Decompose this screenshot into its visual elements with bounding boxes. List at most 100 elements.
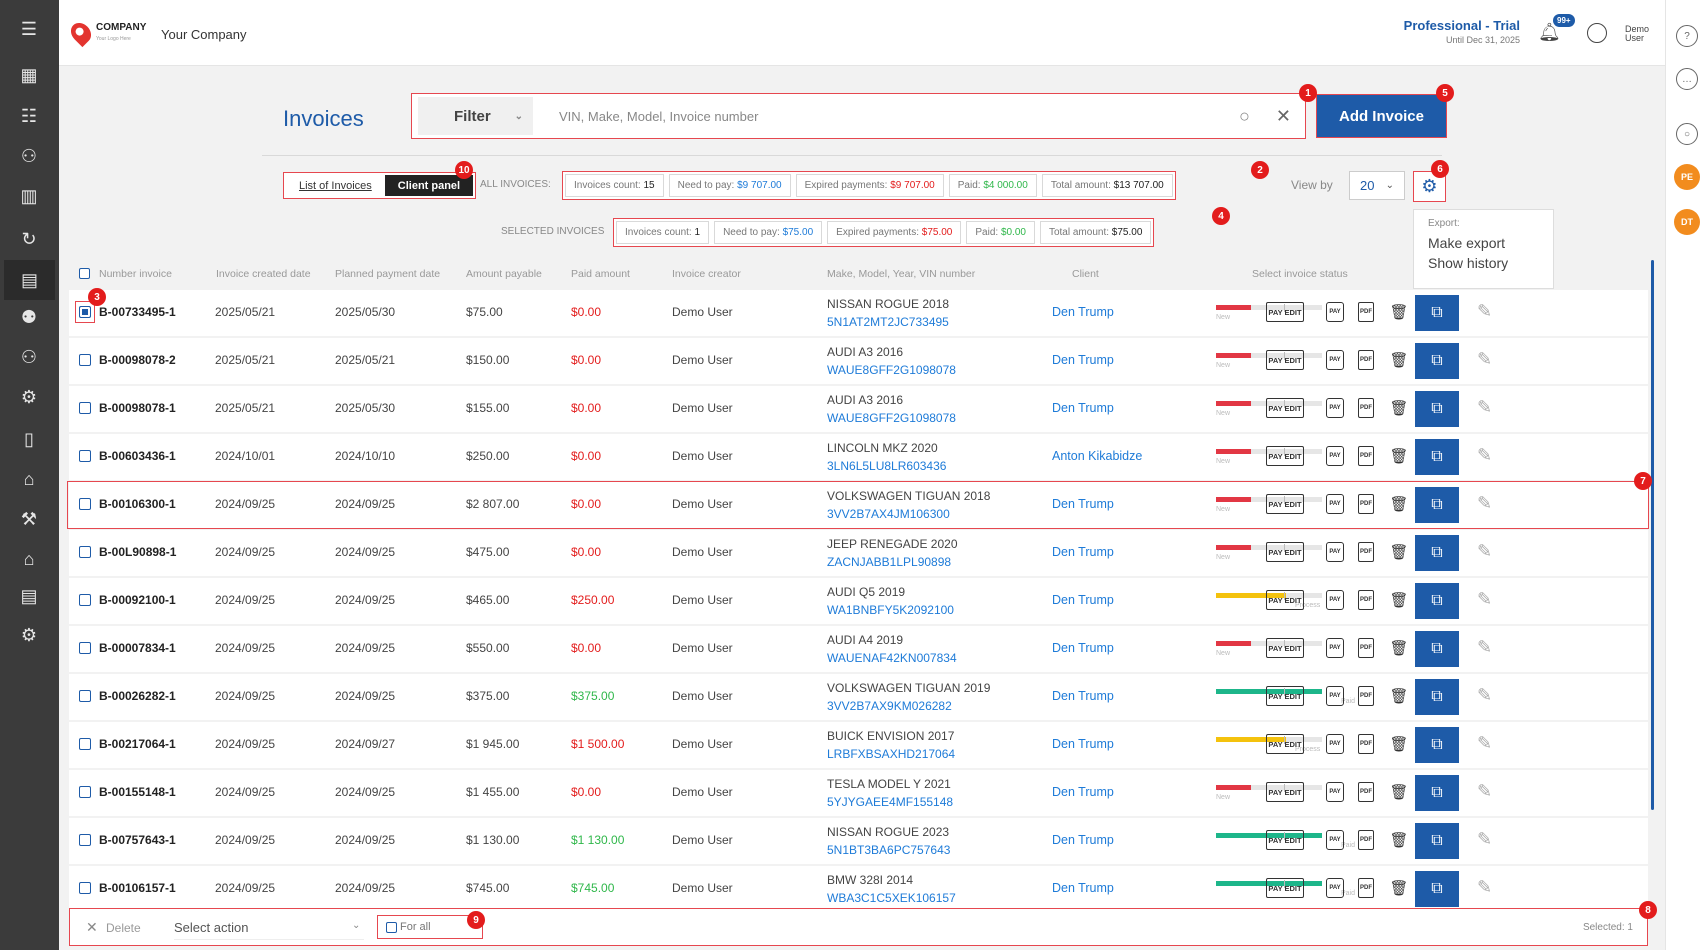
pay-edit-icon[interactable]: PAY EDIT: [1266, 446, 1304, 466]
open-invoice-button[interactable]: ⧉: [1415, 775, 1459, 811]
for-all-checkbox[interactable]: [386, 922, 397, 933]
pencil-icon[interactable]: ✎: [1477, 877, 1493, 897]
delete-button[interactable]: Delete: [106, 921, 141, 935]
pencil-icon[interactable]: ✎: [1477, 733, 1493, 753]
badge-pe[interactable]: PE: [1674, 164, 1700, 190]
page-size-select[interactable]: 20 ⌄: [1349, 171, 1405, 200]
row-checkbox[interactable]: [79, 450, 91, 462]
status-progress-bar[interactable]: [1216, 305, 1322, 310]
invoice-number[interactable]: B-00092100-1: [99, 593, 176, 607]
status-progress-bar[interactable]: [1216, 881, 1322, 886]
pay-icon[interactable]: PAY: [1326, 686, 1344, 706]
search-icon[interactable]: ○: [1239, 105, 1250, 126]
dashboard-icon[interactable]: ▦: [20, 64, 38, 85]
table-row[interactable]: B-00757643-1 2024/09/25 2024/09/25 $1 130.0…: [69, 818, 1648, 864]
list-icon[interactable]: ☷: [20, 105, 38, 126]
row-checkbox[interactable]: [79, 306, 91, 318]
client-link[interactable]: Den Trump: [1052, 305, 1114, 319]
pay-edit-icon[interactable]: PAY EDIT: [1266, 878, 1304, 898]
client-link[interactable]: Anton Kikabidze: [1052, 449, 1143, 463]
search-input[interactable]: VIN, Make, Model, Invoice number: [559, 108, 759, 124]
pdf-icon[interactable]: PDF: [1358, 638, 1374, 658]
open-invoice-button[interactable]: ⧉: [1415, 343, 1459, 379]
pay-icon[interactable]: PAY: [1326, 590, 1344, 610]
table-row[interactable]: B-00026282-1 2024/09/25 2024/09/25 $375.00 $…: [69, 674, 1648, 720]
trash-icon[interactable]: 🗑︎: [1389, 544, 1409, 561]
settings-icon[interactable]: ⚙: [20, 624, 38, 645]
client-link[interactable]: Den Trump: [1052, 737, 1114, 751]
menu-icon[interactable]: ☰: [20, 18, 38, 39]
open-invoice-button[interactable]: ⧉: [1415, 679, 1459, 715]
invoice-number[interactable]: B-00007834-1: [99, 641, 176, 655]
invoice-number[interactable]: B-00106300-1: [99, 497, 176, 511]
pay-edit-icon[interactable]: PAY EDIT: [1266, 590, 1304, 610]
client-link[interactable]: Den Trump: [1052, 641, 1114, 655]
client-link[interactable]: Den Trump: [1052, 353, 1114, 367]
help-icon[interactable]: ?: [1676, 25, 1698, 47]
plan-info[interactable]: Professional - Trial Until Dec 31, 2025: [1380, 18, 1520, 45]
pay-icon[interactable]: PAY: [1326, 494, 1344, 514]
factory-icon[interactable]: ⚒: [20, 508, 38, 529]
pdf-icon[interactable]: PDF: [1358, 542, 1374, 562]
row-checkbox[interactable]: [79, 354, 91, 366]
invoice-number[interactable]: B-00098078-1: [99, 401, 176, 415]
pdf-icon[interactable]: PDF: [1358, 782, 1374, 802]
user-name[interactable]: Demo User: [1625, 25, 1649, 43]
status-progress-bar[interactable]: [1216, 689, 1322, 694]
client-link[interactable]: Den Trump: [1052, 881, 1114, 895]
pdf-icon[interactable]: PDF: [1358, 878, 1374, 898]
table-row[interactable]: B-00098078-2 2025/05/21 2025/05/21 $150.00 $…: [69, 338, 1648, 384]
users-search-icon[interactable]: ⚇: [20, 145, 38, 166]
add-invoice-button[interactable]: Add Invoice: [1316, 94, 1447, 138]
open-invoice-button[interactable]: ⧉: [1415, 487, 1459, 523]
plan-title[interactable]: Professional - Trial: [1403, 18, 1520, 33]
client-link[interactable]: Den Trump: [1052, 785, 1114, 799]
badge-dt[interactable]: DT: [1674, 209, 1700, 235]
row-checkbox[interactable]: [79, 786, 91, 798]
pay-icon[interactable]: PAY: [1326, 734, 1344, 754]
trash-icon[interactable]: 🗑︎: [1389, 496, 1409, 513]
status-progress-bar[interactable]: [1216, 401, 1322, 406]
show-history-item[interactable]: Show history: [1428, 255, 1509, 271]
pencil-icon[interactable]: ✎: [1477, 637, 1493, 657]
building-icon[interactable]: ▥: [20, 185, 38, 206]
bell-icon[interactable]: 🔔︎: [1538, 22, 1561, 42]
vin-link[interactable]: WAUE8GFF2G1098078: [827, 363, 956, 377]
vin-link[interactable]: 3VV2B7AX9KM026282: [827, 699, 952, 713]
filter-button[interactable]: Filter ⌄: [418, 97, 533, 135]
open-invoice-button[interactable]: ⧉: [1415, 823, 1459, 859]
search-icon[interactable]: ○: [1676, 123, 1698, 145]
row-checkbox[interactable]: [79, 594, 91, 606]
pdf-icon[interactable]: PDF: [1358, 830, 1374, 850]
trash-icon[interactable]: 🗑︎: [1389, 352, 1409, 369]
pencil-icon[interactable]: ✎: [1477, 397, 1493, 417]
shop-icon[interactable]: ⌂: [23, 468, 35, 489]
user-icon[interactable]: ⚉: [20, 306, 38, 327]
vin-link[interactable]: 5N1AT2MT2JC733495: [827, 315, 949, 329]
pay-icon[interactable]: PAY: [1326, 302, 1344, 322]
table-row[interactable]: B-00098078-1 2025/05/21 2025/05/30 $155.00 $…: [69, 386, 1648, 432]
vin-link[interactable]: 3LN6L5LU8LR603436: [827, 459, 947, 473]
table-row[interactable]: B-00007834-1 2024/09/25 2024/09/25 $550.00 $…: [69, 626, 1648, 672]
table-row[interactable]: B-00106300-1 2024/09/25 2024/09/25 $2 807.0…: [69, 482, 1648, 528]
open-invoice-button[interactable]: ⧉: [1415, 295, 1459, 331]
select-all-checkbox[interactable]: [79, 268, 90, 282]
tab-list-of-invoices[interactable]: List of Invoices: [299, 179, 372, 192]
make-export-item[interactable]: Make export: [1428, 235, 1506, 251]
pay-edit-icon[interactable]: PAY EDIT: [1266, 542, 1304, 562]
trash-icon[interactable]: 🗑︎: [1389, 640, 1409, 657]
invoices-icon[interactable]: ▤: [4, 260, 55, 300]
table-row[interactable]: B-00217064-1 2024/09/25 2024/09/27 $1 945.0…: [69, 722, 1648, 768]
status-progress-bar[interactable]: [1216, 593, 1322, 598]
pencil-icon[interactable]: ✎: [1477, 349, 1493, 369]
pdf-icon[interactable]: PDF: [1358, 686, 1374, 706]
pay-icon[interactable]: PAY: [1326, 782, 1344, 802]
pay-icon[interactable]: PAY: [1326, 350, 1344, 370]
table-row[interactable]: B-00L90898-1 2024/09/25 2024/09/25 $475.00 $…: [69, 530, 1648, 576]
client-link[interactable]: Den Trump: [1052, 593, 1114, 607]
open-invoice-button[interactable]: ⧉: [1415, 583, 1459, 619]
status-progress-bar[interactable]: [1216, 737, 1322, 742]
row-checkbox[interactable]: [79, 882, 91, 894]
client-link[interactable]: Den Trump: [1052, 833, 1114, 847]
open-invoice-button[interactable]: ⧉: [1415, 391, 1459, 427]
